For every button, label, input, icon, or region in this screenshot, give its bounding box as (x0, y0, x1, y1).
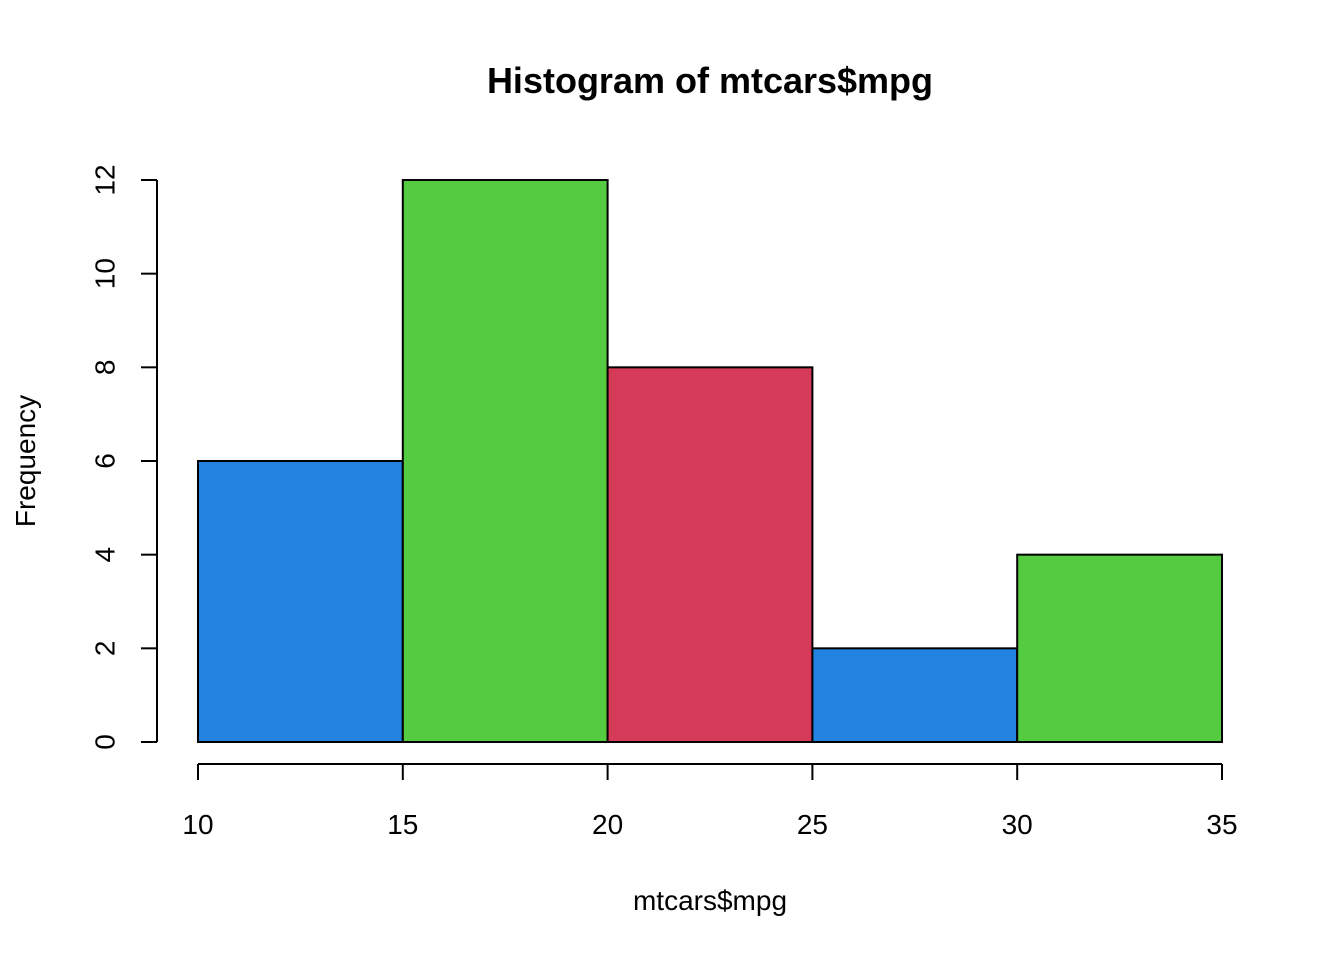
x-tick-label-25: 25 (797, 809, 828, 840)
x-tick-label-20: 20 (592, 809, 623, 840)
y-tick-label-8: 8 (90, 360, 121, 376)
y-tick-label-10: 10 (90, 258, 121, 289)
x-tick-label-35: 35 (1206, 809, 1237, 840)
x-tick-label-10: 10 (182, 809, 213, 840)
histogram-bar-25-30 (811, 647, 1019, 743)
x-tick-label-30: 30 (1002, 809, 1033, 840)
y-tick-label-4: 4 (90, 547, 121, 563)
bars-group (197, 179, 1224, 744)
x-tick-label-15: 15 (387, 809, 418, 840)
y-tick-label-12: 12 (90, 164, 121, 195)
y-tick-label-2: 2 (90, 641, 121, 657)
histogram-bar-10-15 (197, 460, 404, 743)
y-axis: 0 2 4 6 8 10 12 (90, 164, 158, 750)
x-axis: 10 15 20 25 30 35 (182, 763, 1238, 840)
y-tick-label-0: 0 (90, 734, 121, 750)
histogram-bar-20-25 (606, 366, 814, 743)
y-axis-label: Frequency (10, 395, 41, 527)
histogram-bar-30-35 (1016, 553, 1224, 744)
y-tick-label-6: 6 (90, 453, 121, 469)
histogram-bar-15-20 (401, 179, 609, 743)
x-axis-label: mtcars$mpg (633, 885, 787, 916)
chart-title: Histogram of mtcars$mpg (487, 60, 933, 101)
